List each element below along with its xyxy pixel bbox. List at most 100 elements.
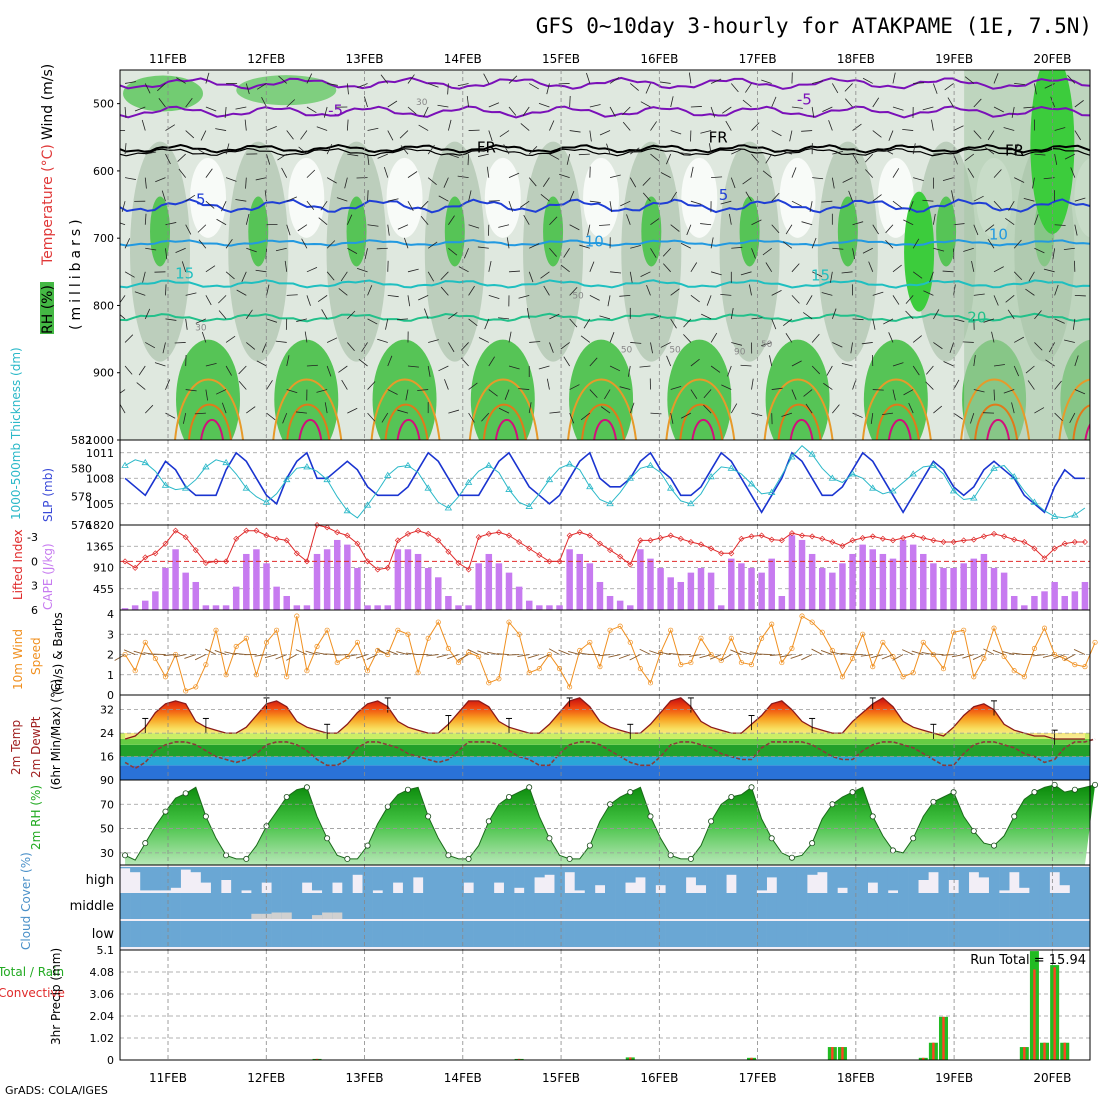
wind-barb	[721, 384, 732, 390]
cloud-low-bar	[887, 921, 899, 947]
wind-barb	[448, 247, 458, 256]
cloud-middle-bar	[908, 893, 919, 919]
thickness-tick: 578	[71, 491, 92, 504]
wind-barb	[448, 409, 460, 414]
precip-label-right: 3hr Precip (mm)	[49, 948, 63, 1045]
wind-barb	[297, 224, 308, 232]
wind-barb	[508, 365, 520, 370]
contour-25	[861, 378, 932, 440]
cape-bar	[657, 567, 664, 610]
cape-bar	[303, 605, 311, 610]
cloud-low-bar	[1069, 921, 1081, 947]
cloud-low-bar	[776, 921, 788, 947]
rh-upper-blob	[123, 75, 204, 112]
wind-barb	[124, 143, 127, 155]
cape-bar	[354, 567, 361, 610]
thickness-marker	[586, 482, 594, 490]
wind-barb	[670, 191, 678, 202]
wind-barb-10m	[709, 654, 722, 660]
wind-barb-10m	[234, 652, 247, 655]
cloud-low-bar	[1079, 921, 1091, 947]
wind-barb	[933, 342, 943, 350]
wind-barb-10m	[1012, 652, 1025, 655]
wind-barb	[1013, 365, 1020, 377]
cape-bar	[384, 605, 392, 610]
profile-ylabels: RH (%) Temperature (°C) Wind (m/s) (mill…	[40, 64, 84, 334]
thickness-marker	[848, 470, 857, 477]
wind-marker	[445, 645, 451, 652]
cloud-high-bar	[473, 867, 485, 893]
cloud-middle-bar	[685, 893, 697, 919]
wind-barb	[872, 291, 884, 296]
cloud-middle-bar	[796, 893, 808, 919]
wind-barb-10m	[224, 651, 237, 655]
li-marker	[607, 547, 614, 554]
li-marker	[647, 537, 654, 544]
contour-25	[567, 378, 638, 440]
rh-marker	[122, 852, 129, 859]
wind-barb	[528, 402, 532, 414]
wind-barb-10m	[639, 648, 651, 655]
wind-barb	[751, 317, 763, 320]
wind-marker	[122, 651, 128, 658]
wind-barb	[771, 224, 780, 234]
wind-barb	[246, 342, 256, 350]
cape-bar	[667, 577, 674, 610]
wind-barb	[832, 150, 844, 155]
cape-bar	[1031, 595, 1038, 610]
wind-barb-10m	[275, 654, 287, 660]
wind-barb	[690, 358, 700, 367]
cloud-high-bar	[685, 867, 697, 878]
wind-barb	[484, 318, 490, 330]
rh-marker	[1051, 781, 1058, 788]
cloud-low-bar	[372, 921, 384, 947]
wind-marker	[354, 639, 360, 645]
cloud-middle-bar	[160, 893, 171, 919]
wind-barb	[683, 334, 692, 343]
wind-barb	[801, 130, 813, 132]
wind-barb	[690, 200, 702, 205]
wind-barb	[185, 130, 195, 139]
cloud-low-bar	[554, 921, 565, 947]
wind-barb-10m	[780, 654, 793, 658]
wind-barb	[609, 201, 613, 213]
rh-blob-white	[779, 157, 816, 238]
wind-barb	[1034, 153, 1046, 156]
li-marker	[152, 550, 159, 557]
contour-label: 50	[761, 340, 773, 350]
thickness-marker	[646, 461, 655, 468]
wind-barb	[905, 295, 914, 304]
cloud-middle-bar	[130, 893, 141, 919]
wind-barb	[728, 213, 732, 225]
wind-barb-10m	[163, 654, 176, 657]
cape-bar	[475, 563, 482, 610]
wind-barb	[831, 83, 839, 94]
wind-barb	[589, 104, 601, 108]
wind-barb	[145, 342, 156, 349]
bottom-date-16FEB: 16FEB	[640, 1071, 678, 1085]
wind-marker	[1021, 674, 1027, 680]
wind-barb	[670, 130, 682, 135]
thickness-marker	[970, 494, 978, 501]
cape-bar	[182, 572, 189, 610]
cloud-high-bar	[968, 867, 980, 873]
cloud-middle-bar	[1059, 893, 1071, 919]
li-marker	[718, 550, 725, 557]
wind-barb	[812, 80, 823, 84]
wind-barb	[629, 402, 635, 414]
cloud-high-bar	[716, 867, 727, 893]
wind-barb	[809, 201, 813, 213]
wind-marker	[395, 627, 401, 633]
contour-30	[581, 403, 626, 440]
wind-barb	[872, 97, 880, 108]
cloud-high-bar	[645, 867, 656, 893]
contour-5	[120, 198, 1090, 214]
wind-barb	[1023, 197, 1035, 202]
contour-label: 50	[669, 346, 681, 356]
cloud-high-bar	[311, 867, 323, 891]
wind-marker	[324, 627, 330, 633]
wind-barb	[1005, 217, 1015, 226]
thickness-marker	[161, 481, 170, 488]
wind-marker	[486, 680, 492, 686]
